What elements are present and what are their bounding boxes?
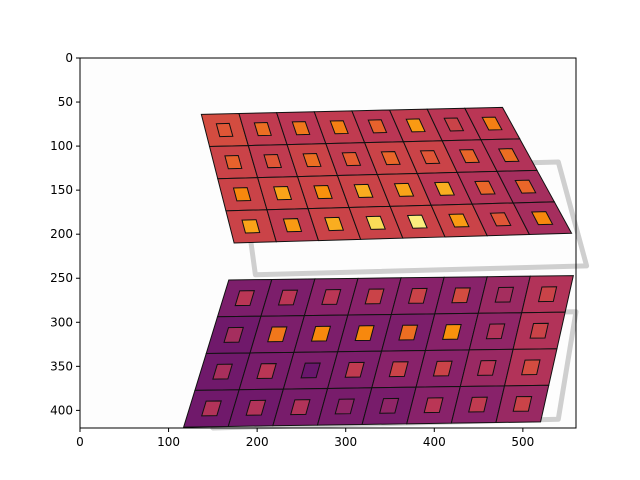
heatmap-inner-cell [443, 117, 465, 132]
heatmap-inner-cell [398, 324, 419, 341]
y-tick-label: 250 [50, 271, 73, 285]
y-tick-label: 100 [50, 139, 73, 153]
heatmap-inner-cell [448, 213, 470, 228]
heatmap-inner-cell [485, 323, 506, 340]
heatmap-inner-cell [514, 179, 537, 194]
heatmap-inner-cell [367, 119, 388, 134]
panel [200, 106, 573, 244]
heatmap-inner-cell [291, 121, 311, 136]
heatmap-inner-cell [329, 120, 349, 135]
heatmap-inner-cell [494, 286, 515, 303]
heatmap-inner-cell [442, 323, 462, 340]
heatmap-inner-cell [481, 116, 503, 131]
heatmap-inner-cell [497, 148, 520, 163]
heatmap-inner-cell [273, 186, 293, 201]
x-tick-label: 100 [157, 435, 180, 449]
heatmap-inner-cell [310, 325, 332, 342]
heatmap-inner-cell [393, 182, 415, 197]
heatmap-inner-cell [256, 363, 277, 379]
heatmap-inner-cell [232, 187, 252, 202]
heatmap-inner-cell [277, 289, 299, 306]
heatmap-inner-cell [474, 180, 496, 195]
y-tick-label: 400 [50, 403, 73, 417]
heatmap-inner-cell [212, 363, 233, 380]
heatmap-inner-cell [388, 361, 409, 378]
heatmap-inner-cell [353, 183, 374, 199]
y-tick-label: 200 [50, 227, 73, 241]
heatmap-inner-cell [537, 286, 558, 303]
heatmap-inner-cell [300, 362, 321, 379]
panel [182, 275, 574, 428]
heatmap-inner-cell [267, 326, 288, 343]
heatmap-inner-cell [341, 152, 362, 167]
heatmap-inner-cell [476, 359, 497, 376]
heatmap-inner-cell [364, 288, 385, 305]
x-tick-label: 200 [246, 435, 269, 449]
heatmap-inner-cell [407, 287, 428, 304]
axes-frame [79, 57, 577, 429]
heatmap-inner-cell [451, 287, 471, 304]
heatmap-panels [182, 106, 574, 428]
heatmap-inner-cell [313, 184, 333, 200]
y-tick-label: 50 [58, 95, 73, 109]
heatmap-inner-cell [282, 218, 303, 233]
heatmap-inner-cell [433, 181, 456, 196]
heatmap-inner-cell [245, 399, 267, 416]
heatmap-inner-cell [263, 154, 283, 169]
y-tick-label: 300 [50, 315, 73, 329]
y-tick-label: 350 [50, 359, 73, 373]
heatmap-inner-cell [215, 122, 234, 138]
heatmap-inner-cell [406, 214, 428, 229]
heatmap-inner-cell [521, 359, 541, 376]
heatmap-inner-cell [302, 153, 322, 168]
heatmap-inner-cell [405, 118, 426, 133]
heatmap-inner-cell [432, 360, 453, 377]
heatmap-inner-cell [419, 150, 441, 165]
x-tick-label: 400 [423, 435, 446, 449]
heatmap-inner-cell [324, 216, 345, 232]
heatmap-inner-cell [241, 219, 261, 234]
y-tick-label: 150 [50, 183, 73, 197]
heatmap-inner-cell [380, 151, 401, 166]
x-tick-label: 500 [511, 435, 534, 449]
heatmap-inner-cell [365, 215, 386, 230]
y-tick-label: 0 [65, 51, 73, 65]
heatmap-inner-cell [489, 212, 512, 227]
heatmap-inner-cell [234, 290, 256, 307]
heatmap-inner-cell [354, 325, 375, 342]
x-tick-label: 300 [334, 435, 357, 449]
heatmap-inner-cell [344, 361, 365, 378]
heatmap-inner-cell [468, 396, 488, 413]
heatmap-inner-cell [224, 155, 243, 170]
heatmap-inner-cell [321, 289, 342, 305]
x-tick-label: 0 [76, 435, 84, 449]
heatmap-inner-cell [290, 399, 311, 416]
heatmap-inner-cell [379, 397, 400, 414]
heatmap-inner-cell [423, 397, 444, 414]
heatmap-inner-cell [223, 326, 244, 343]
heatmap-inner-cell [253, 122, 272, 137]
heatmap-inner-cell [512, 395, 533, 412]
heatmap-inner-cell [530, 211, 554, 226]
heatmap-inner-cell [201, 400, 222, 417]
y-axis: 0 50 100 150 200 250 300 350 400 [50, 51, 80, 417]
heatmap-inner-cell [529, 322, 549, 339]
heatmap-inner-cell [458, 149, 481, 164]
x-axis: 0 100 200 300 400 500 [76, 428, 534, 449]
heatmap-inner-cell [334, 398, 355, 415]
